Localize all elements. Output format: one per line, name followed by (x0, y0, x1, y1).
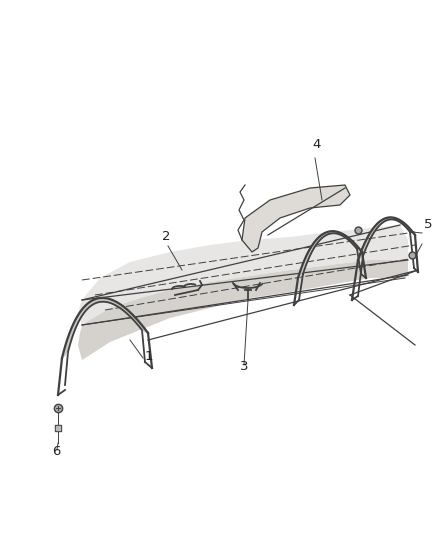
Text: 4: 4 (312, 138, 320, 151)
Polygon shape (78, 260, 408, 360)
Text: 6: 6 (52, 445, 60, 458)
Polygon shape (242, 185, 350, 252)
Polygon shape (358, 217, 415, 260)
Polygon shape (62, 298, 148, 358)
Polygon shape (298, 231, 362, 278)
Text: 3: 3 (240, 360, 248, 373)
Text: 2: 2 (162, 230, 170, 243)
Text: 5: 5 (424, 218, 432, 231)
Text: 1: 1 (145, 350, 153, 363)
Polygon shape (78, 225, 408, 325)
